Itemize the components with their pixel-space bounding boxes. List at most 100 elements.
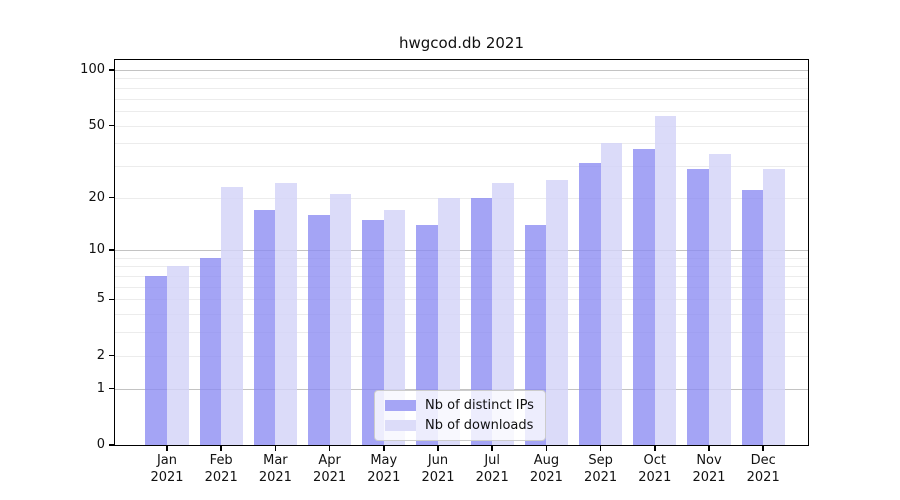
x-axis-tick-label: Dec 2021 xyxy=(735,452,791,486)
chart-title: hwgcod.db 2021 xyxy=(399,34,524,52)
legend-swatch-distinct-ips xyxy=(385,400,416,411)
x-axis-tick xyxy=(654,446,656,451)
x-axis-tick-label: Feb 2021 xyxy=(193,452,249,486)
year-label: 2021 xyxy=(150,470,184,485)
bar-downloads-nov xyxy=(709,153,731,445)
x-axis-tick xyxy=(274,446,277,451)
x-axis-tick xyxy=(708,446,710,451)
x-axis-tick xyxy=(545,446,548,451)
gridline-minor xyxy=(115,125,808,127)
bar-distinct-ips-nov xyxy=(687,168,709,445)
month-name: Oct xyxy=(643,453,667,468)
legend-item-downloads: Nb of downloads xyxy=(385,417,545,434)
year-label: 2021 xyxy=(584,470,618,485)
year-label: 2021 xyxy=(367,470,401,485)
x-axis-tick xyxy=(328,446,331,451)
y-axis-tick-label: 10 xyxy=(88,242,105,258)
bar-downloads-sep xyxy=(600,143,623,445)
gridline-minor xyxy=(115,110,808,112)
x-axis-tick-label: Mar 2021 xyxy=(247,452,303,486)
x-axis-tick-label: Aug 2021 xyxy=(518,452,574,486)
y-axis-tick xyxy=(109,196,114,199)
bar-downloads-dec xyxy=(763,168,785,445)
year-label: 2021 xyxy=(204,470,238,485)
gridline-minor xyxy=(115,332,808,334)
x-axis-tick xyxy=(383,446,385,451)
month-name: Mar xyxy=(263,453,288,468)
y-axis-tick xyxy=(109,354,114,357)
month-name: Apr xyxy=(318,453,341,468)
bar-distinct-ips-mar xyxy=(253,210,276,445)
legend: Nb of distinct IPs Nb of downloads xyxy=(374,390,546,441)
bar-downloads-may xyxy=(383,210,406,445)
month-name: Aug xyxy=(533,453,560,468)
x-axis-tick-label: Jul 2021 xyxy=(464,452,520,486)
bar-downloads-jul xyxy=(492,183,514,445)
month-name: Jun xyxy=(427,453,449,468)
year-label: 2021 xyxy=(692,470,726,485)
x-axis-tick xyxy=(437,446,439,451)
gridline-major xyxy=(115,388,808,390)
bar-distinct-ips-jan xyxy=(145,276,167,445)
gridline-minor xyxy=(115,276,808,278)
gridline-major xyxy=(115,250,808,252)
x-axis-tick-label: May 2021 xyxy=(356,452,412,486)
gridline-minor xyxy=(115,98,808,100)
x-axis-tick xyxy=(220,446,222,451)
month-name: Jul xyxy=(484,453,501,468)
legend-item-distinct-ips: Nb of distinct IPs xyxy=(385,397,545,414)
y-axis-tick xyxy=(109,298,114,301)
bar-distinct-ips-oct xyxy=(633,149,655,445)
gridline-minor xyxy=(115,299,808,301)
x-axis-tick-label: Nov 2021 xyxy=(681,452,737,486)
year-label: 2021 xyxy=(258,470,292,485)
y-axis-tick-label: 0 xyxy=(96,437,105,452)
x-axis-tick xyxy=(166,446,168,451)
bar-downloads-feb xyxy=(221,186,243,445)
y-axis-tick-label: 1 xyxy=(96,380,105,396)
month-name: Sep xyxy=(588,453,613,468)
legend-swatch-downloads xyxy=(385,420,416,431)
bar-downloads-oct xyxy=(654,116,677,445)
bar-distinct-ips-sep xyxy=(578,163,601,445)
bar-distinct-ips-jun xyxy=(416,224,438,445)
gridline-minor xyxy=(115,266,808,268)
y-axis-tick xyxy=(109,124,114,127)
y-axis-tick xyxy=(109,69,114,71)
plot-area xyxy=(114,59,809,446)
gridline-minor xyxy=(115,197,808,199)
year-label: 2021 xyxy=(313,470,347,485)
gridline-minor xyxy=(115,143,808,145)
gridline-minor xyxy=(115,257,808,259)
gridline-minor xyxy=(115,314,808,316)
bar-distinct-ips-dec xyxy=(741,190,764,445)
year-label: 2021 xyxy=(475,470,509,485)
month-name: Nov xyxy=(696,453,722,468)
gridline-minor xyxy=(115,355,808,357)
x-axis-tick-label: Oct 2021 xyxy=(627,452,683,486)
year-label: 2021 xyxy=(746,470,780,485)
month-name: Dec xyxy=(750,453,776,468)
bar-distinct-ips-aug xyxy=(524,224,547,445)
bar-distinct-ips-apr xyxy=(307,214,330,445)
x-axis-tick xyxy=(491,446,493,451)
gridline-minor xyxy=(115,165,808,167)
x-axis-tick-label: Apr 2021 xyxy=(302,452,358,486)
bar-downloads-jun xyxy=(438,197,460,445)
year-label: 2021 xyxy=(638,470,672,485)
bar-distinct-ips-may xyxy=(362,219,384,445)
year-label: 2021 xyxy=(529,470,563,485)
month-name: Feb xyxy=(209,453,233,468)
bar-distinct-ips-jul xyxy=(470,197,493,445)
y-axis-tick-label: 20 xyxy=(88,189,105,205)
bar-downloads-mar xyxy=(275,183,298,445)
y-axis-tick xyxy=(109,444,114,446)
month-name: May xyxy=(370,453,398,468)
bar-downloads-apr xyxy=(329,193,352,445)
bar-downloads-jan xyxy=(167,266,189,445)
bar-downloads-aug xyxy=(546,180,569,445)
gridline-minor xyxy=(115,78,808,80)
legend-label-downloads: Nb of downloads xyxy=(425,418,534,433)
y-axis-tick xyxy=(109,387,114,390)
